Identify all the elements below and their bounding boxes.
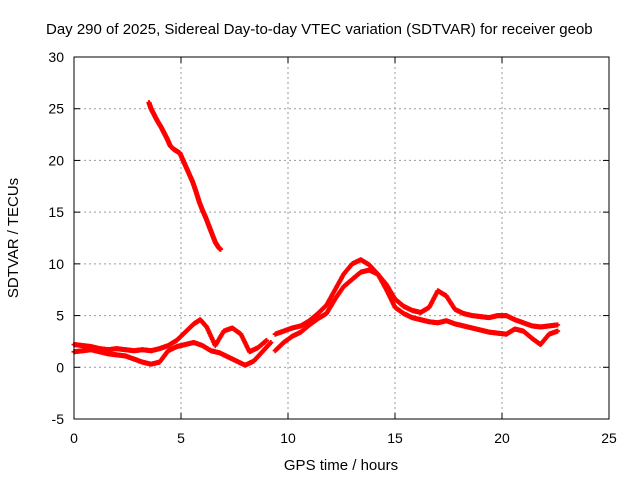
data-point: [218, 246, 224, 252]
ticks: [73, 56, 610, 420]
y-tick-labels: -5 0 5 10 15 20 25 30: [48, 49, 64, 427]
x-tick-label: 20: [494, 430, 510, 446]
y-axis-title: SDTVAR / TECUs: [5, 178, 22, 298]
x-tick-label: 0: [70, 430, 78, 446]
series-track-lower-b: [272, 267, 561, 354]
series-track-upper-a: [71, 317, 270, 355]
y-tick-label: 30: [48, 49, 64, 65]
series-track-upper-b: [272, 257, 561, 337]
y-tick-label: 0: [56, 359, 64, 375]
data-point: [555, 322, 561, 328]
x-axis-title: GPS time / hours: [284, 457, 398, 474]
y-tick-label: 15: [48, 204, 64, 220]
chart-title: Day 290 of 2025, Sidereal Day-to-day VTE…: [46, 21, 593, 38]
data-point: [555, 328, 561, 334]
series-steep-descent: [146, 100, 224, 252]
x-tick-label: 5: [177, 430, 185, 446]
y-tick-label: 5: [56, 308, 64, 324]
data-point: [264, 337, 270, 343]
grid: [74, 57, 609, 419]
x-tick-labels: 0 5 10 15 20 25: [70, 430, 617, 446]
x-tick-label: 10: [280, 430, 296, 446]
y-tick-label: -5: [52, 411, 65, 427]
series-track-lower-a: [71, 339, 274, 368]
y-tick-label: 25: [48, 101, 64, 117]
y-tick-label: 10: [48, 256, 64, 272]
y-tick-label: 20: [48, 152, 64, 168]
data-point: [268, 339, 274, 345]
x-tick-label: 25: [601, 430, 617, 446]
series-layer: [71, 100, 561, 368]
plot-frame: [73, 56, 610, 420]
x-tick-label: 15: [387, 430, 403, 446]
